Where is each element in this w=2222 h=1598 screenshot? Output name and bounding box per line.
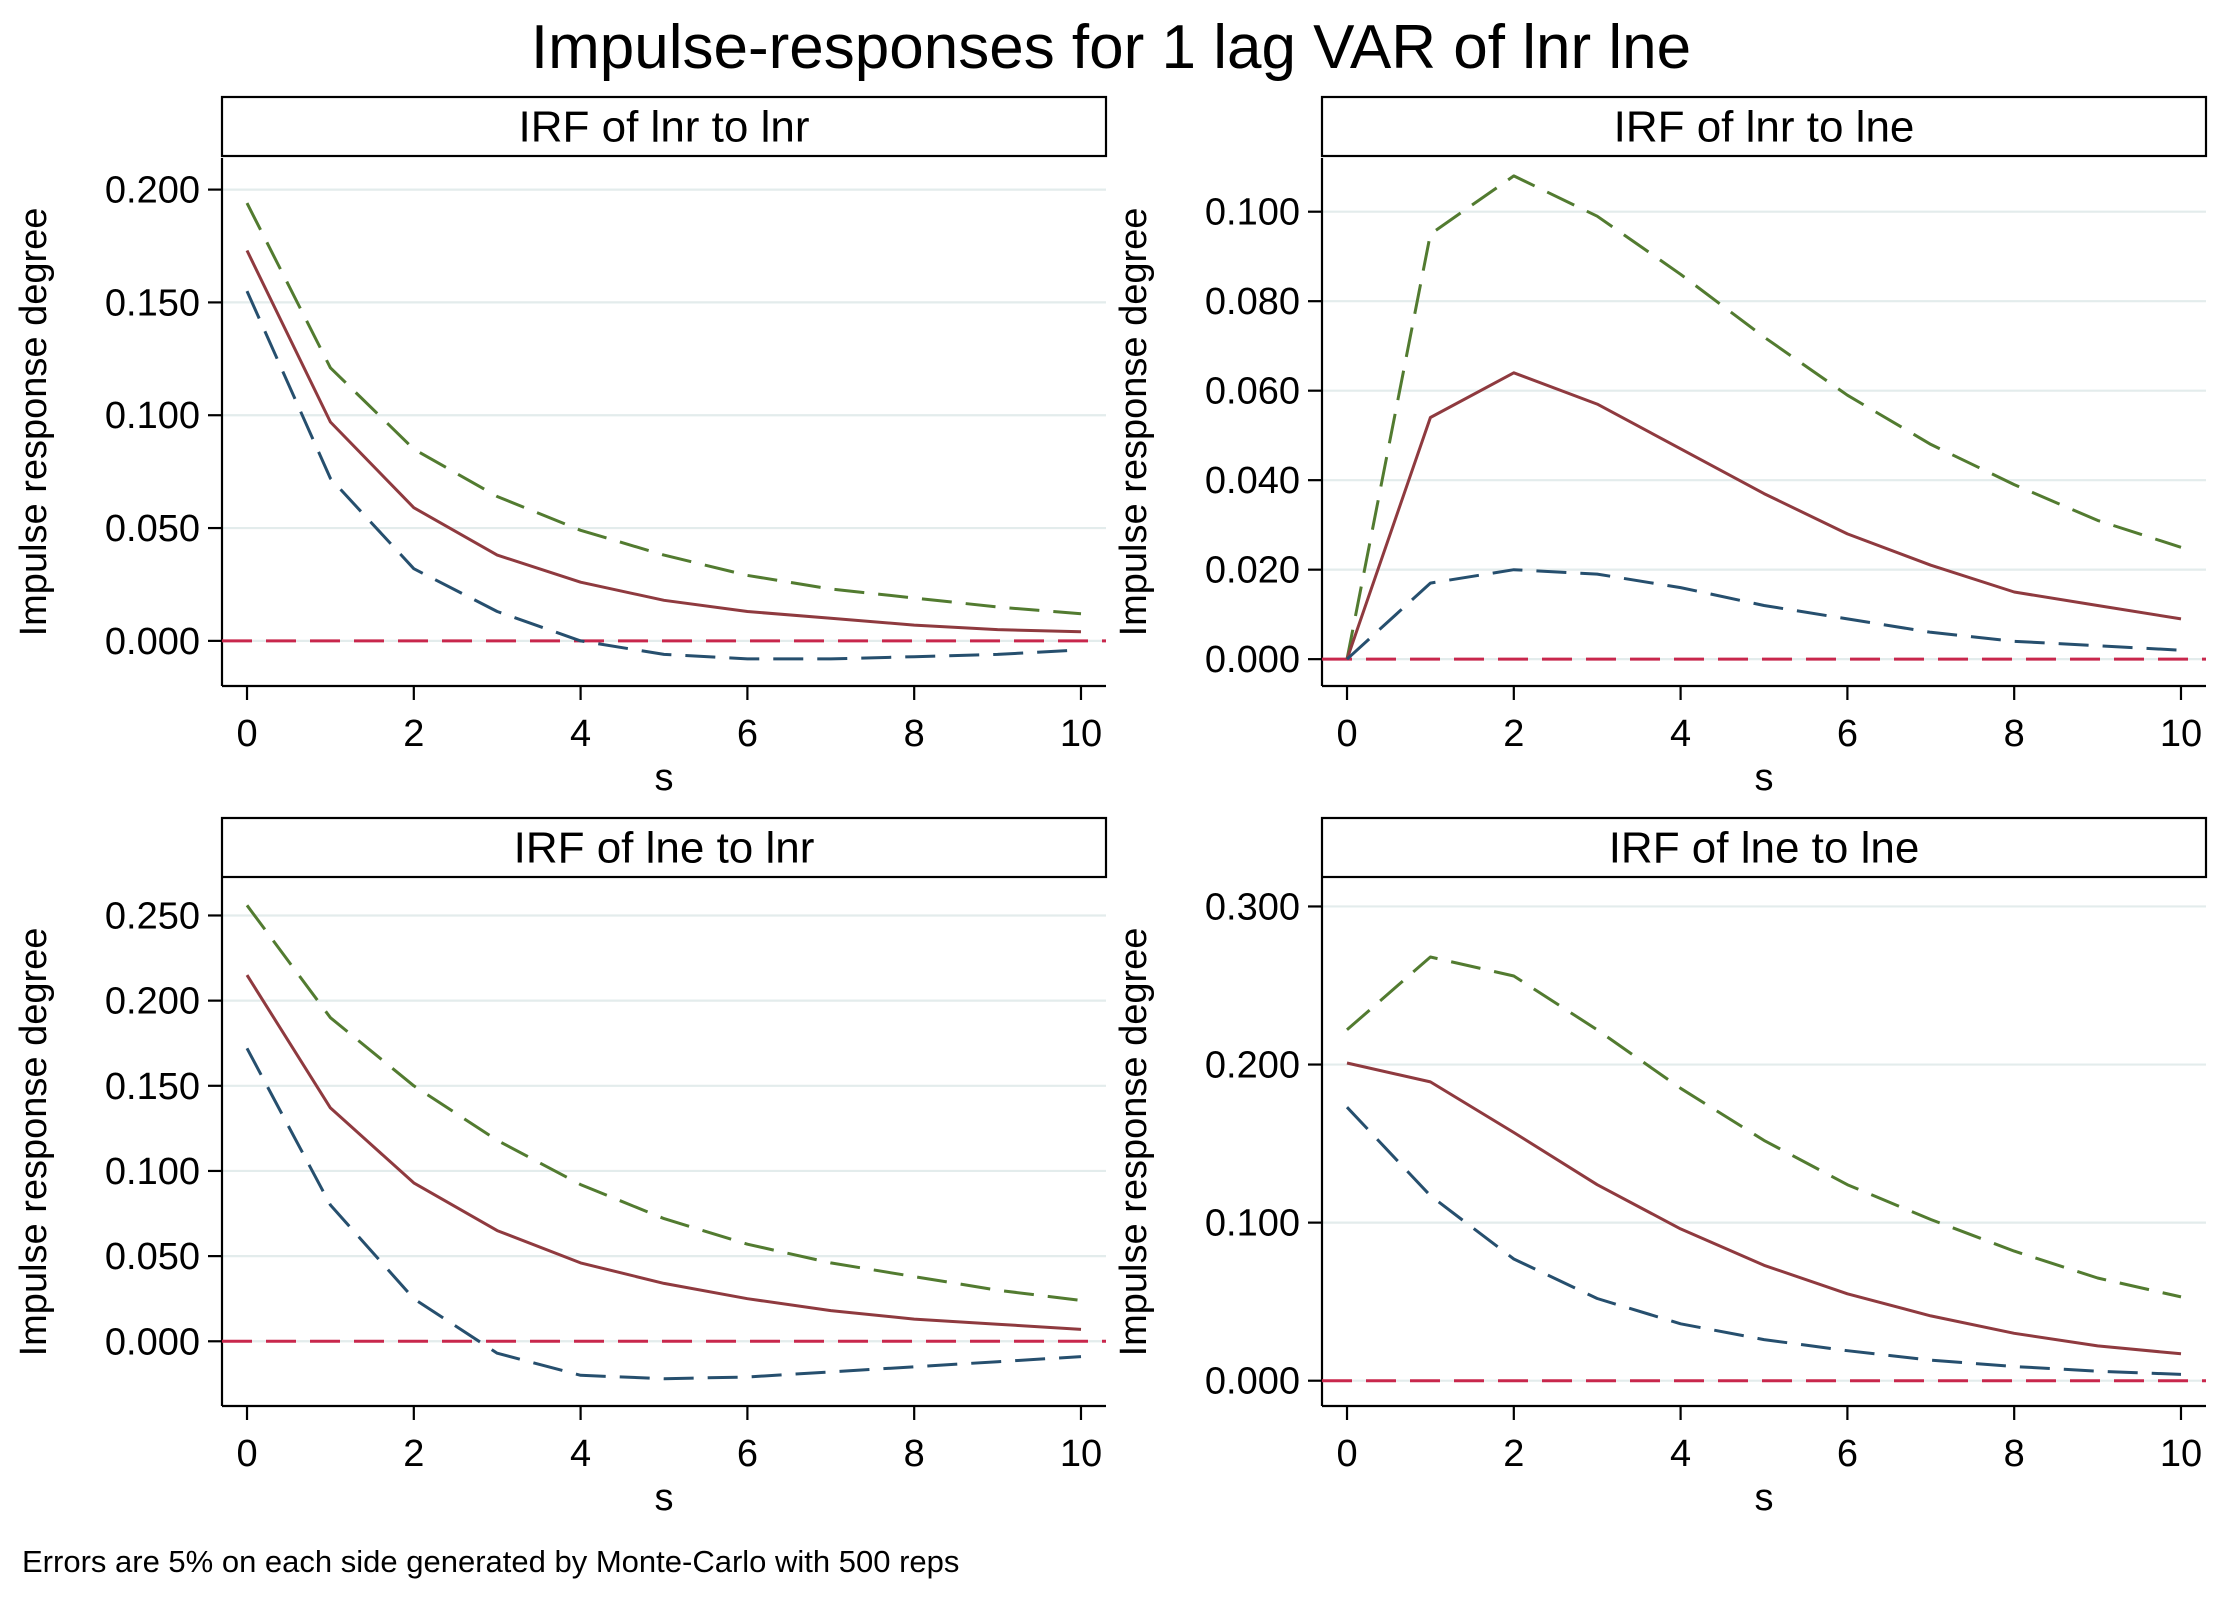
figure-note: Errors are 5% on each side generated by … (22, 1544, 959, 1579)
y-tick-label: 0.150 (105, 1066, 200, 1108)
x-tick-label: 2 (1503, 713, 1524, 755)
y-tick-label: 0.000 (1205, 639, 1300, 681)
series-irf-line (1345, 371, 2182, 660)
y-tick-label: 0.080 (1205, 281, 1300, 323)
x-tick-label: 0 (1336, 1433, 1357, 1475)
x-tick-label: 0 (1336, 713, 1357, 755)
y-tick-label: 0.100 (1205, 1203, 1300, 1245)
series-lower-line (1345, 568, 2182, 661)
y-tick-label: 0.100 (105, 1151, 200, 1193)
x-tick-label: 10 (2160, 1433, 2202, 1475)
panel-lnr-to-lne: IRF of lnr to lne 0.000 0.020 0.040 0.060 0.0… (1113, 95, 2208, 799)
panel-grid: IRF of lnr to lnr 0.000 0.050 0.100 0.150 0.2… (13, 95, 2208, 1519)
x-tick-label: 6 (1837, 713, 1858, 755)
y-tick-label: 0.150 (105, 282, 200, 324)
x-tick-label: 8 (2004, 1433, 2025, 1475)
panel-lne-to-lnr: IRF of lne to lnr 0.000 0.050 0.100 0.150 0.2… (13, 816, 1108, 1519)
x-tick-label: 4 (1670, 713, 1691, 755)
x-tick-label: 4 (570, 713, 591, 755)
panel-title: IRF of lnr to lne (1614, 103, 1915, 152)
y-tick-label: 0.200 (105, 170, 200, 212)
y-tick-label: 0.100 (105, 395, 200, 437)
x-axis-label: s (1755, 757, 1774, 799)
x-tick-label: 2 (1503, 1433, 1524, 1475)
series-lower-line (245, 290, 1082, 661)
panel-title: IRF of lnr to lnr (519, 103, 810, 152)
x-tick-label: 10 (1060, 713, 1102, 755)
y-tick-label: 0.050 (105, 508, 200, 550)
series-lower-line (245, 1047, 1082, 1381)
y-tick-label: 0.300 (1205, 886, 1300, 928)
panel-lne-to-lne: IRF of lne to lne 0.000 0.100 0.200 0.300 0 2 4… (1113, 816, 2208, 1519)
y-axis-label: Impulse response degree (1113, 928, 1155, 1357)
x-axis-label: s (655, 1477, 674, 1519)
x-axis-label: s (655, 757, 674, 799)
panel-title-box (1320, 816, 2208, 879)
y-tick-label: 0.250 (105, 895, 200, 937)
y-tick-label: 0.020 (1205, 550, 1300, 592)
series-lower-line (1345, 1106, 2182, 1376)
y-axis-label: Impulse response degree (1113, 208, 1155, 637)
x-tick-label: 4 (570, 1433, 591, 1475)
y-tick-label: 0.200 (105, 981, 200, 1023)
series-upper-line (1345, 174, 2182, 660)
series-irf-line (245, 249, 1082, 634)
y-tick-label: 0.000 (1205, 1361, 1300, 1403)
panel-title: IRF of lne to lnr (514, 824, 815, 873)
panel-title-box (220, 816, 1108, 879)
series-irf-line (1346, 1061, 2182, 1356)
panel-title: IRF of lne to lne (1609, 824, 1920, 873)
panel-lnr-to-lnr: IRF of lnr to lnr 0.000 0.050 0.100 0.150 0.2… (13, 95, 1108, 799)
x-tick-label: 2 (403, 713, 424, 755)
x-tick-label: 2 (403, 1433, 424, 1475)
x-tick-label: 0 (236, 1433, 257, 1475)
x-axis-label: s (1755, 1477, 1774, 1519)
x-tick-label: 6 (1837, 1433, 1858, 1475)
y-tick-label: 0.000 (105, 1321, 200, 1363)
series-upper-line (245, 202, 1082, 616)
y-tick-label: 0.000 (105, 621, 200, 663)
y-tick-label: 0.040 (1205, 460, 1300, 502)
x-tick-label: 8 (904, 1433, 925, 1475)
x-tick-label: 10 (1060, 1433, 1102, 1475)
x-tick-label: 6 (737, 1433, 758, 1475)
x-tick-label: 4 (1670, 1433, 1691, 1475)
figure-title: Impulse-responses for 1 lag VAR of lnr l… (531, 13, 1691, 82)
y-axis-label: Impulse response degree (13, 928, 55, 1357)
y-tick-label: 0.050 (105, 1236, 200, 1278)
x-tick-label: 6 (737, 713, 758, 755)
y-tick-label: 0.100 (1205, 192, 1300, 234)
panel-title-box (220, 95, 1108, 158)
x-tick-label: 8 (904, 713, 925, 755)
series-upper-line (245, 904, 1082, 1302)
y-axis-label: Impulse response degree (13, 208, 55, 637)
y-tick-label: 0.060 (1205, 371, 1300, 413)
series-upper-line (1346, 955, 2182, 1299)
x-tick-label: 8 (2004, 713, 2025, 755)
panel-title-box (1320, 95, 2208, 158)
y-tick-label: 0.200 (1205, 1045, 1300, 1087)
series-irf-line (245, 974, 1082, 1331)
x-tick-label: 10 (2160, 713, 2202, 755)
x-tick-label: 0 (236, 713, 257, 755)
